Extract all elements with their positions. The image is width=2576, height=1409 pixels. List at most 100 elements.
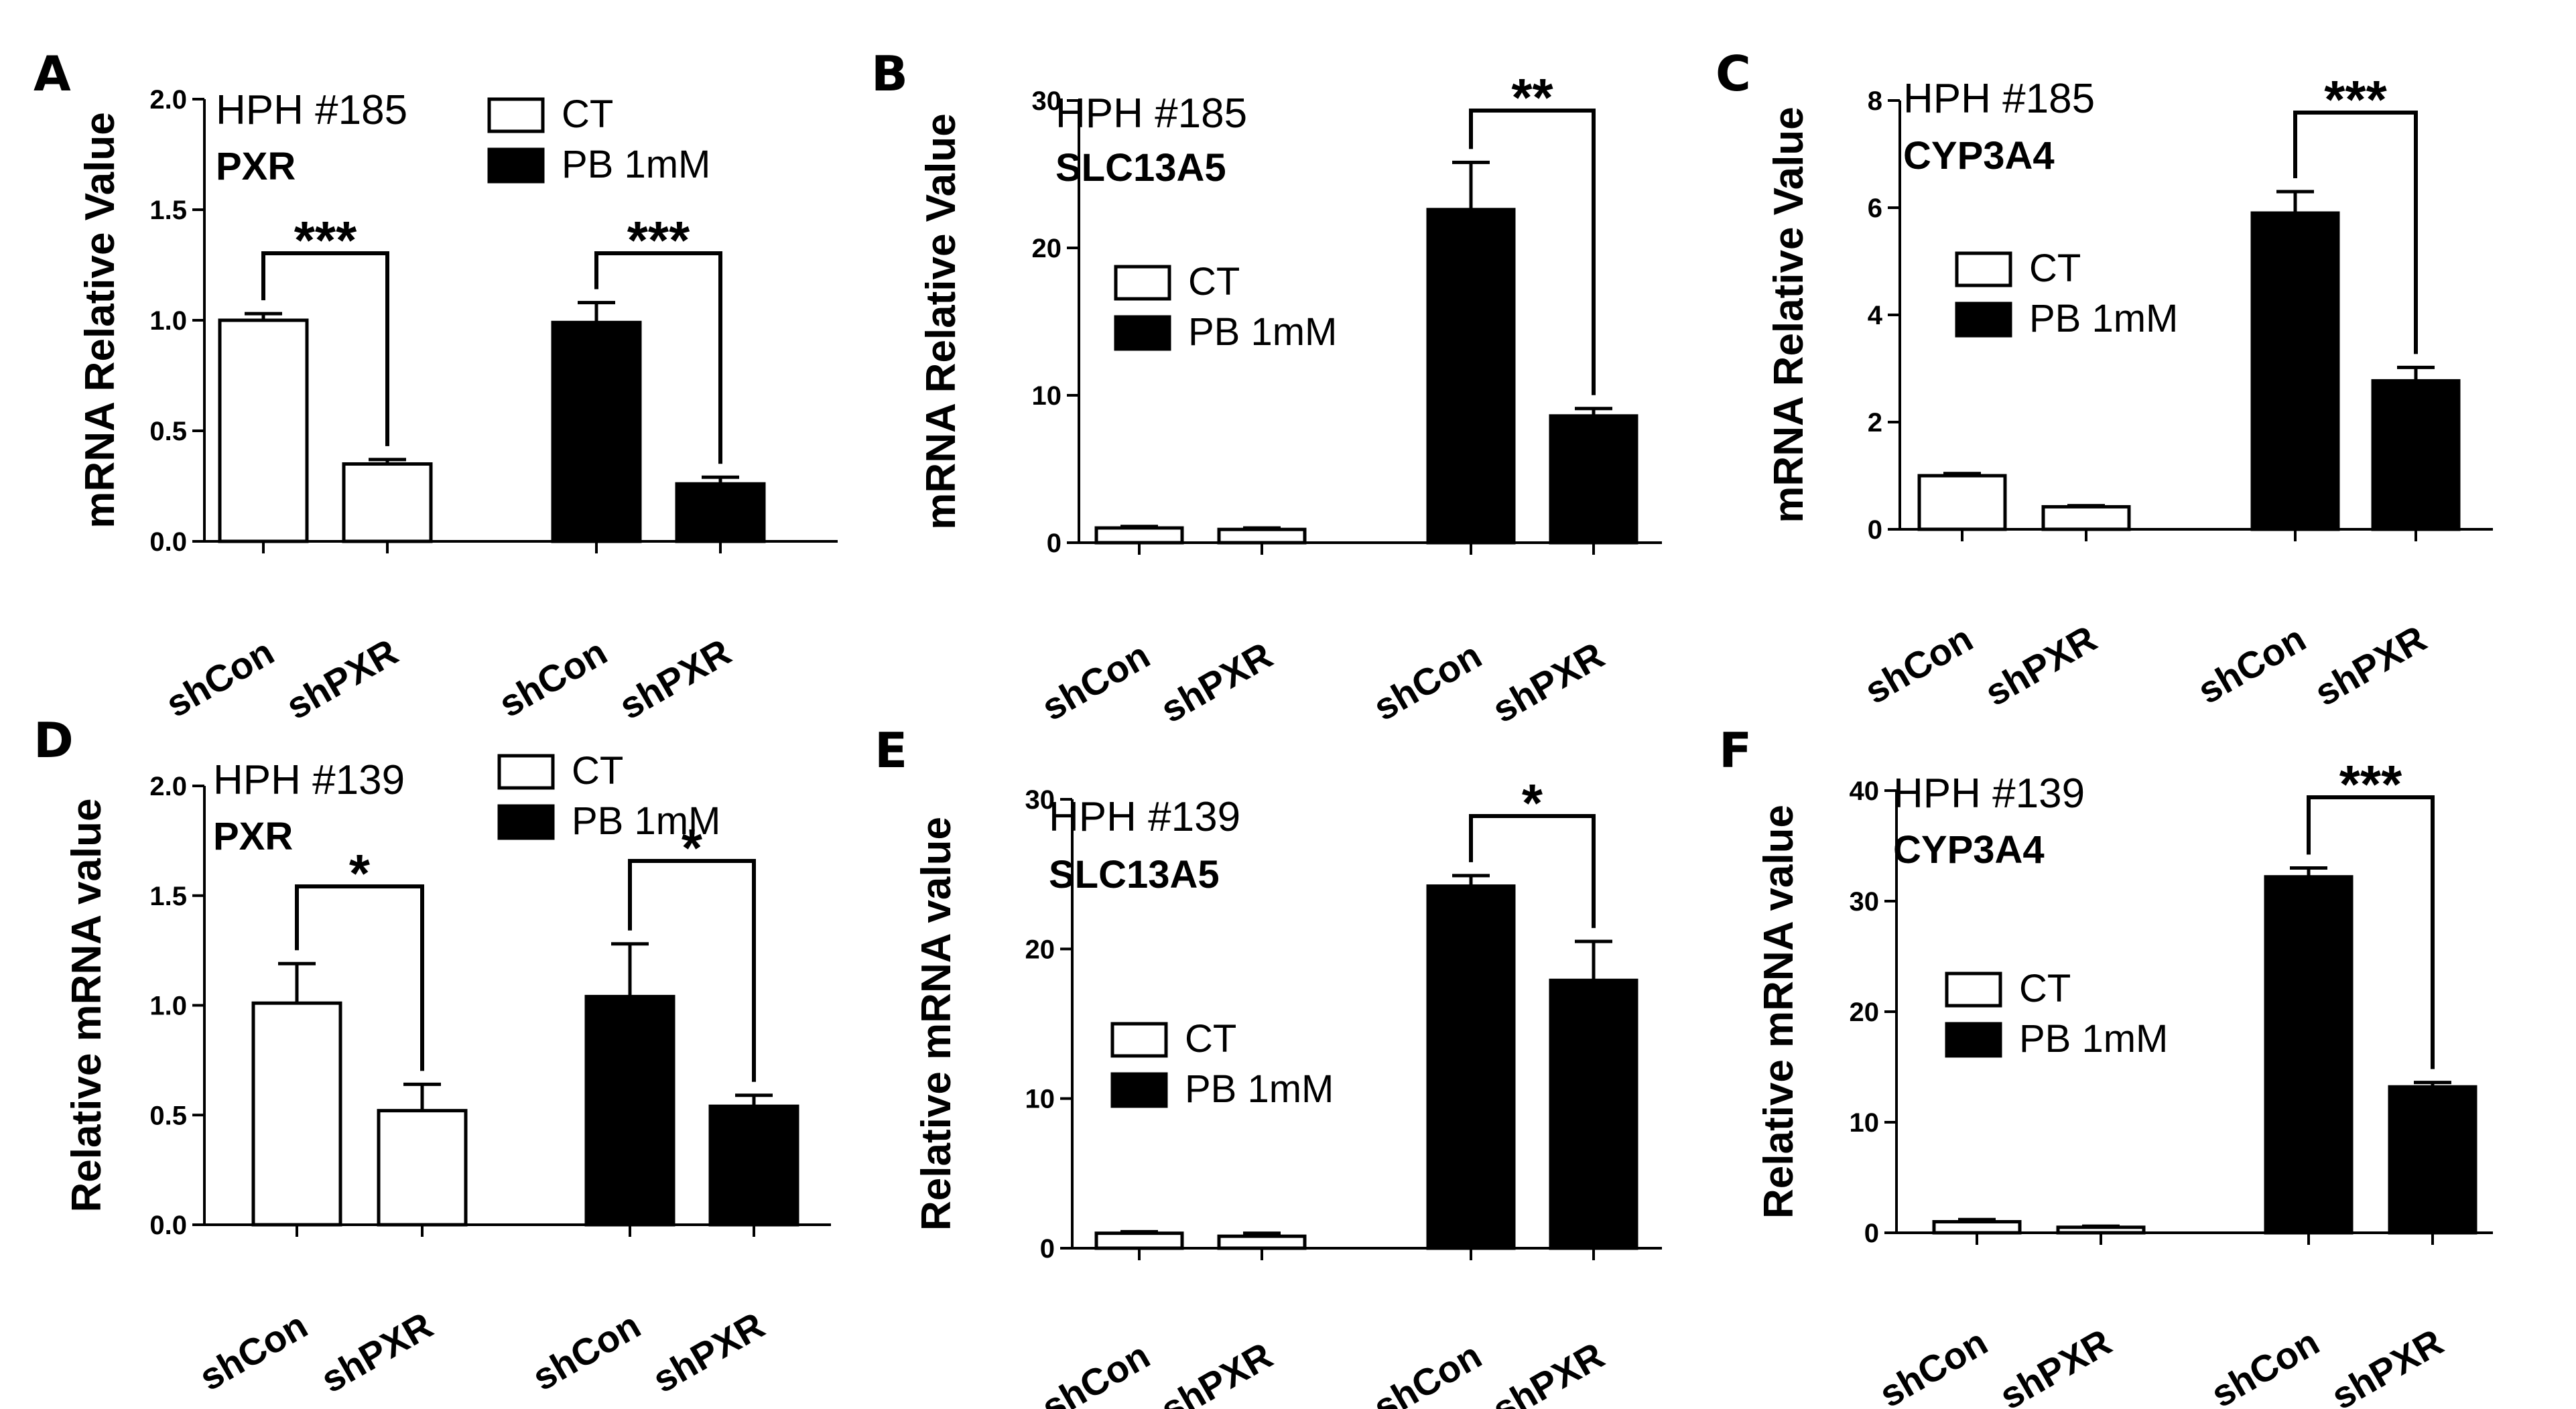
significance-bracket — [594, 251, 722, 464]
bar-ct-shcon — [251, 1001, 342, 1227]
bar-pb-shpxr — [675, 482, 766, 543]
gene-label: PXR — [213, 815, 293, 858]
bar-pb-shcon — [1426, 884, 1516, 1250]
category-label: shPXR — [1153, 634, 1279, 731]
donor-label: HPH #185 — [1903, 76, 2095, 122]
legend-label: CT — [1188, 260, 1240, 304]
bar-ct-shcon — [1932, 1220, 2022, 1235]
y-tick-label: 0.0 — [149, 527, 187, 557]
y-axis-title: mRNA Relative Value — [918, 113, 964, 529]
category-label: shCon — [192, 1304, 314, 1399]
legend-swatch-pb — [1955, 301, 2012, 338]
panel-letter: B — [871, 46, 908, 102]
y-tick-label: 0 — [1040, 1234, 1055, 1264]
legend-label: CT — [1185, 1017, 1236, 1061]
legend-swatch-pb — [1114, 315, 1171, 351]
bar-ct-shcon — [1917, 474, 2007, 531]
y-tick-label: 0.5 — [149, 1101, 187, 1130]
y-axis-title: Relative mRNA value — [64, 799, 110, 1213]
legend-label: PB 1mM — [1188, 310, 1337, 354]
bar-pb-shpxr — [1549, 414, 1638, 545]
category-label: shPXR — [1992, 1321, 2118, 1409]
category-label: shPXR — [2324, 1321, 2450, 1409]
y-axis-title: Relative mRNA value — [1756, 805, 1802, 1219]
panel-a: A 0.0 0.5 1.0 1.5 2.0 mRNA Relative Value shCon… — [34, 46, 838, 728]
significance-label: * — [682, 818, 703, 878]
category-label: shCon — [2191, 617, 2313, 712]
gene-label: SLC13A5 — [1049, 853, 1220, 896]
legend-swatch-ct — [1955, 251, 2012, 287]
category-label: shPXR — [279, 630, 405, 728]
panel-letter: C — [1716, 46, 1751, 102]
significance-bracket — [2307, 795, 2435, 1069]
category-label: shCon — [1035, 1334, 1157, 1409]
panel-letter: A — [34, 46, 71, 102]
y-tick-label: 1.0 — [149, 306, 187, 336]
category-label: shCon — [525, 1304, 647, 1399]
y-tick-label: 2.0 — [149, 85, 187, 115]
gene-label: PXR — [216, 145, 296, 188]
gene-label: CYP3A4 — [1903, 134, 2055, 178]
donor-label: HPH #139 — [1049, 794, 1240, 840]
category-label: shPXR — [1153, 1334, 1279, 1409]
legend-swatch-ct — [487, 97, 545, 133]
y-tick-label: 2.0 — [149, 772, 187, 801]
y-tick-label: 0.5 — [149, 417, 187, 446]
bar-pb-shcon — [551, 320, 642, 543]
donor-label: HPH #139 — [1893, 770, 2085, 817]
category-label: shPXR — [2307, 617, 2433, 714]
gene-label: CYP3A4 — [1893, 828, 2045, 872]
y-tick-label: 20 — [1032, 234, 1062, 263]
category-label: shPXR — [1485, 1334, 1611, 1409]
y-tick-label: 10 — [1032, 381, 1062, 411]
panel-letter: F — [1719, 722, 1752, 779]
y-tick-label: 0.0 — [149, 1211, 187, 1240]
bar-pb-shcon — [1426, 208, 1516, 545]
category-label: shPXR — [645, 1304, 771, 1401]
legend-swatch-ct — [1945, 971, 2002, 1008]
y-tick-label: 0 — [1864, 1219, 1879, 1248]
y-tick-label: 0 — [1868, 515, 1882, 545]
legend-label: PB 1mM — [1185, 1067, 1334, 1111]
y-axis-title: Relative mRNA value — [913, 817, 960, 1231]
legend-label: CT — [562, 92, 613, 136]
category-label: shPXR — [1978, 617, 2104, 714]
significance-bracket — [261, 251, 389, 446]
legend-label: PB 1mM — [562, 143, 710, 186]
panel-d: D 0.0 0.5 1.0 1.5 2.0 Relative mRNA value shCon… — [34, 712, 831, 1401]
y-tick-label: 10 — [1025, 1085, 1055, 1114]
gene-label: SLC13A5 — [1055, 146, 1226, 190]
legend-label: CT — [2029, 247, 2081, 290]
category-label: shPXR — [1485, 634, 1611, 731]
y-tick-label: 10 — [1850, 1108, 1880, 1138]
y-tick-label: 30 — [1032, 86, 1062, 116]
legend-swatch-pb — [1945, 1022, 2002, 1058]
legend-label: CT — [572, 749, 623, 793]
panel-letter: E — [875, 722, 907, 779]
y-tick-label: 4 — [1868, 301, 1883, 330]
legend-label: PB 1mM — [2029, 297, 2178, 340]
bar-pb-shpxr — [2371, 379, 2461, 531]
significance-label: * — [1522, 773, 1543, 833]
bar-ct-shpxr — [2056, 1225, 2146, 1235]
category-label: shCon — [1366, 1334, 1488, 1409]
bar-ct-shpxr — [1217, 1234, 1307, 1250]
category-label: shCon — [159, 630, 281, 726]
y-tick-label: 0 — [1047, 529, 1061, 558]
y-tick-label: 2 — [1868, 408, 1882, 438]
significance-bracket — [1469, 814, 1596, 929]
legend-swatch-ct — [1110, 1022, 1168, 1058]
category-label: shCon — [1858, 617, 1980, 712]
y-tick-label: 20 — [1025, 935, 1055, 964]
bar-pb-shcon — [2250, 211, 2340, 531]
y-tick-label: 1.0 — [149, 992, 187, 1021]
legend-swatch-ct — [1114, 265, 1171, 301]
category-label: shCon — [1035, 634, 1157, 729]
category-label: shCon — [492, 630, 614, 726]
significance-label: * — [349, 844, 371, 903]
legend-swatch-pb — [487, 147, 545, 184]
category-label: shCon — [2204, 1321, 2326, 1409]
